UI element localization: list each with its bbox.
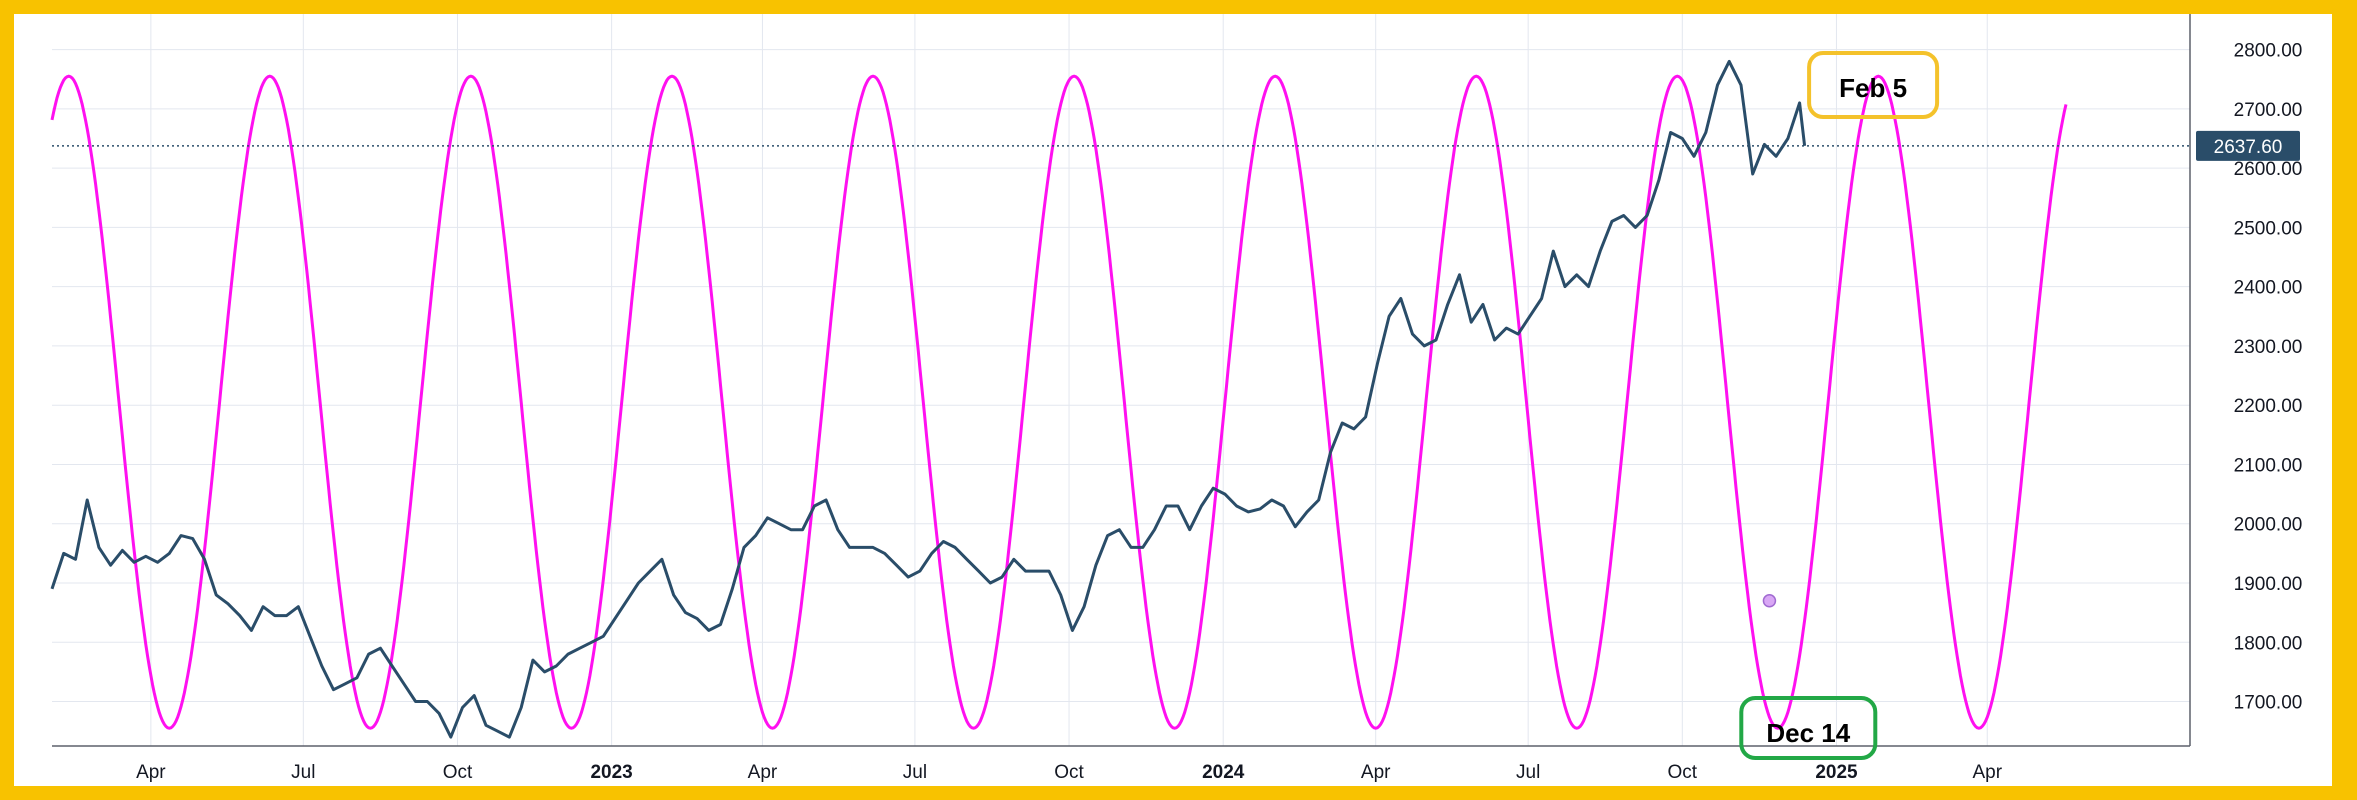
series-layer bbox=[50, 59, 2068, 739]
y-tick-label: 2200.00 bbox=[2234, 396, 2303, 417]
annotation-box bbox=[1807, 51, 1940, 119]
x-tick-label: 2025 bbox=[1815, 762, 1858, 783]
x-tick-label: Apr bbox=[1972, 762, 2002, 783]
price-axis[interactable]: 2800.00 2700.00 2600.00 2500.00 2400.00 2300.… bbox=[2234, 41, 2303, 714]
x-tick-label: Oct bbox=[1054, 762, 1084, 783]
y-tick-label: 1700.00 bbox=[2234, 693, 2303, 714]
price-line bbox=[50, 59, 1807, 739]
x-tick-label: Apr bbox=[748, 762, 778, 783]
x-tick-label: Apr bbox=[1361, 762, 1391, 783]
x-tick-label: 2023 bbox=[590, 762, 632, 783]
x-tick-label: Jul bbox=[903, 762, 927, 783]
last-price-tag: 2637.60 bbox=[2196, 130, 2300, 161]
x-tick-label: Jul bbox=[1516, 762, 1540, 783]
y-tick-label: 2300.00 bbox=[2234, 337, 2303, 358]
y-tick-label: 2600.00 bbox=[2234, 159, 2303, 180]
y-tick-label: 1800.00 bbox=[2234, 633, 2303, 654]
y-tick-label: 2700.00 bbox=[2234, 100, 2303, 121]
annotation-dec-14[interactable]: Dec 14 bbox=[1739, 696, 1878, 760]
x-tick-label: Apr bbox=[136, 762, 166, 783]
y-tick-label: 1900.00 bbox=[2234, 574, 2303, 595]
annotation-label: Feb 5 bbox=[1839, 73, 1907, 103]
annotation-box bbox=[1739, 696, 1878, 760]
y-tick-label: 2000.00 bbox=[2234, 515, 2303, 536]
time-axis[interactable]: Apr Jul Oct 2023 Apr Jul Oct 2024 Apr Jul Oct 2025 A… bbox=[136, 762, 2003, 783]
x-tick-label: Jul bbox=[291, 762, 315, 783]
x-tick-label: 2024 bbox=[1202, 762, 1245, 783]
y-tick-label: 2100.00 bbox=[2234, 455, 2303, 476]
cycle-line bbox=[50, 74, 2068, 730]
y-tick-label: 2400.00 bbox=[2234, 278, 2303, 299]
annotation-label: Dec 14 bbox=[1766, 718, 1850, 748]
plot-area bbox=[14, 14, 2332, 786]
x-tick-label: Oct bbox=[1668, 762, 1698, 783]
y-tick-label: 2500.00 bbox=[2234, 218, 2303, 239]
annotations[interactable]: Feb 5 Dec 14 bbox=[1739, 51, 1940, 760]
x-tick-label: Oct bbox=[443, 762, 473, 783]
cycle-marker[interactable] bbox=[1762, 594, 1777, 608]
annotation-feb-5[interactable]: Feb 5 bbox=[1807, 51, 1940, 119]
y-tick-label: 2800.00 bbox=[2234, 41, 2303, 62]
last-price-label: 2637.60 bbox=[2214, 137, 2283, 158]
